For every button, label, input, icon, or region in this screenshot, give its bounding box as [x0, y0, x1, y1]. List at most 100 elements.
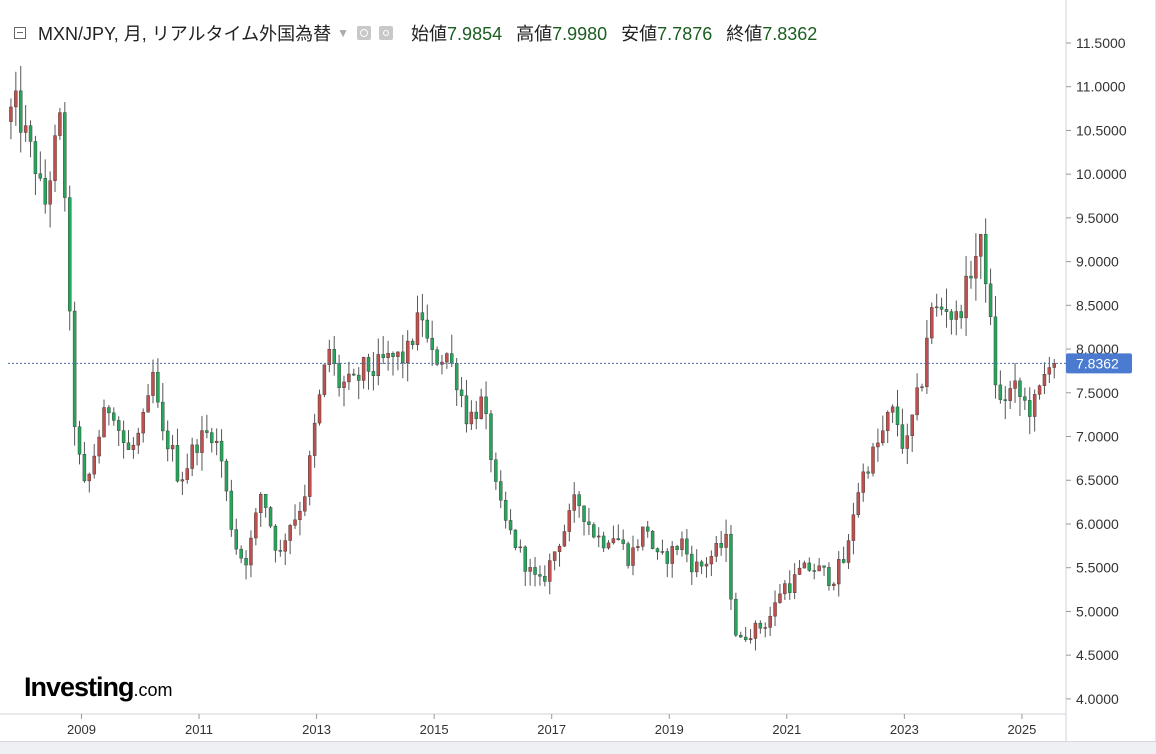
- candle-body: [116, 420, 121, 431]
- candle-body: [1008, 388, 1012, 401]
- candle-body: [518, 546, 523, 549]
- bottom-toolbar: [0, 741, 1156, 754]
- candle-body: [273, 525, 278, 551]
- candle-body: [312, 422, 317, 456]
- candle-body: [592, 524, 596, 538]
- candle-body: [48, 180, 52, 205]
- candle-body: [631, 547, 635, 566]
- y-tick-label: 7.5000: [1076, 385, 1119, 401]
- candle-body: [332, 349, 336, 364]
- candle-body: [19, 90, 23, 133]
- candle-body: [469, 411, 474, 425]
- candle-body: [239, 548, 243, 559]
- candle-body: [577, 494, 581, 507]
- candle-body: [1013, 380, 1017, 389]
- candle-body: [954, 311, 958, 320]
- candle-body: [102, 407, 106, 438]
- investing-logo: Investing.com: [24, 672, 173, 703]
- candle-body: [263, 494, 268, 508]
- candle-body: [1003, 399, 1007, 401]
- candle-body: [993, 316, 998, 386]
- candle-body: [293, 519, 297, 526]
- candle-body: [753, 622, 758, 639]
- candle-body: [949, 311, 954, 320]
- candle-body: [1032, 394, 1037, 417]
- candle-body: [454, 362, 459, 391]
- candle-body: [28, 125, 33, 142]
- candle-body: [131, 444, 136, 450]
- candle-body: [1018, 380, 1022, 397]
- candle-body: [72, 310, 77, 427]
- candle-body: [278, 550, 283, 552]
- candle-body: [1037, 385, 1042, 395]
- candle-body: [704, 563, 709, 567]
- gear-icon[interactable]: [379, 26, 394, 40]
- candle-body: [464, 395, 469, 425]
- candle-body: [641, 526, 645, 547]
- candle-body: [136, 432, 141, 446]
- candle-body: [851, 514, 856, 541]
- candle-body: [606, 542, 611, 549]
- candle-body: [900, 424, 905, 449]
- candle-body: [43, 178, 47, 205]
- candle-body: [685, 538, 689, 555]
- candle-body: [841, 559, 846, 563]
- candle-body: [974, 256, 978, 279]
- chart-title: MXN/JPY, 月, リアルタイム外国為替: [38, 24, 332, 44]
- candle-body: [156, 371, 160, 403]
- y-tick-label: 8.5000: [1076, 297, 1119, 313]
- candle-body: [792, 574, 797, 593]
- candle-body: [185, 468, 189, 480]
- candle-body: [856, 492, 861, 515]
- candle-body: [33, 141, 38, 174]
- candle-body: [783, 583, 787, 595]
- candle-body: [87, 473, 92, 482]
- candle-body: [298, 510, 302, 521]
- candle-body: [459, 389, 464, 396]
- candle-body: [1023, 396, 1027, 401]
- candle-body: [401, 351, 405, 364]
- candle-body: [944, 309, 949, 312]
- candle-body: [601, 535, 606, 549]
- chevron-down-icon[interactable]: ▼: [337, 26, 350, 40]
- candle-body: [415, 312, 420, 345]
- candle-body: [97, 436, 101, 457]
- candle-body: [254, 512, 258, 539]
- candle-body: [503, 499, 508, 521]
- y-tick-label: 11.0000: [1076, 79, 1126, 95]
- candle-body: [229, 490, 234, 530]
- x-tick-label: 2013: [302, 722, 331, 737]
- candle-body: [567, 510, 572, 532]
- y-tick-label: 5.5000: [1076, 560, 1119, 576]
- candle-body: [837, 559, 841, 585]
- candle-body: [381, 354, 385, 358]
- candle-body: [107, 407, 111, 414]
- x-tick-label: 2017: [537, 722, 566, 737]
- candle-body: [126, 442, 131, 450]
- y-tick-label: 10.5000: [1076, 122, 1127, 138]
- candle-body: [361, 357, 366, 381]
- candle-body: [23, 125, 28, 133]
- candle-body: [67, 197, 72, 312]
- candle-body: [494, 459, 498, 482]
- candle-body: [513, 529, 518, 548]
- x-tick-label: 2015: [420, 722, 449, 737]
- candle-body: [866, 471, 870, 474]
- candle-body: [396, 351, 400, 357]
- candle-body: [665, 551, 670, 564]
- collapse-icon[interactable]: [14, 27, 26, 39]
- candle-body: [983, 234, 988, 285]
- candle-body: [347, 373, 351, 383]
- x-tick-label: 2011: [185, 722, 213, 737]
- candle-body: [890, 406, 895, 413]
- candle-body: [655, 548, 660, 553]
- candle-body: [724, 533, 728, 548]
- candle-body: [939, 306, 944, 310]
- candle-body: [572, 494, 576, 511]
- candle-body: [797, 567, 802, 575]
- eye-icon[interactable]: [357, 26, 372, 40]
- candle-body: [170, 445, 175, 450]
- candle-body: [719, 543, 723, 548]
